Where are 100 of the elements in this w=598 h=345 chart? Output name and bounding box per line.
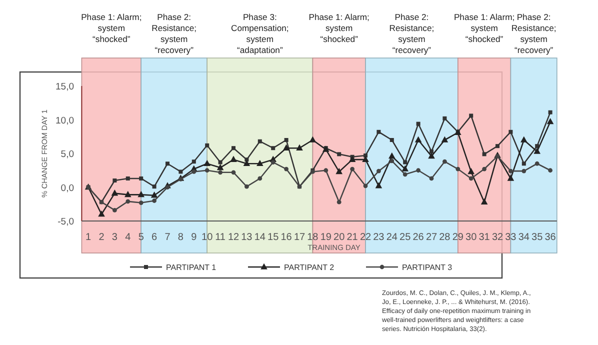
point bbox=[402, 172, 408, 177]
x-tick-label: 30 bbox=[466, 232, 478, 243]
y-tick-label: -5,0 bbox=[58, 216, 74, 228]
legend-label: PARTIPANT 2 bbox=[284, 263, 335, 272]
point bbox=[362, 156, 369, 162]
point bbox=[390, 138, 394, 142]
band-label: Phase 3: Compensation; system “adaptation” bbox=[230, 12, 289, 55]
point bbox=[244, 184, 249, 189]
point bbox=[416, 122, 420, 126]
point bbox=[388, 152, 396, 159]
point bbox=[139, 176, 144, 180]
point bbox=[150, 192, 158, 198]
point bbox=[138, 190, 144, 198]
point bbox=[205, 143, 210, 148]
point bbox=[350, 166, 354, 172]
x-tick-label: 14 bbox=[254, 232, 266, 243]
point bbox=[363, 184, 368, 188]
point bbox=[296, 144, 303, 150]
point bbox=[546, 118, 554, 124]
point bbox=[192, 170, 196, 174]
x-tick-label: 27 bbox=[426, 232, 438, 243]
point bbox=[204, 160, 210, 166]
point bbox=[441, 136, 448, 142]
x-tick-label: 10 bbox=[202, 232, 214, 243]
point bbox=[258, 139, 262, 144]
y-tick-label: 0,0 bbox=[60, 182, 74, 194]
point bbox=[416, 168, 420, 173]
x-tick-label: 1 bbox=[86, 232, 92, 243]
point bbox=[282, 144, 290, 150]
point bbox=[348, 156, 356, 162]
y-tick-label: 15,0 bbox=[56, 82, 74, 92]
x-tick-label: 29 bbox=[452, 232, 464, 243]
x-tick-label: 2 bbox=[98, 232, 105, 243]
point bbox=[534, 148, 540, 154]
point bbox=[126, 176, 130, 180]
x-tick-label: 7 bbox=[164, 232, 171, 243]
x-tick-label: 22 bbox=[360, 232, 372, 243]
point bbox=[534, 161, 540, 166]
band-label: Phase 1: Alarm; system “shocked” bbox=[308, 12, 370, 44]
point bbox=[468, 176, 474, 181]
point bbox=[178, 170, 183, 174]
point bbox=[402, 165, 408, 172]
x-tick-label: 21 bbox=[346, 232, 358, 243]
x-tick-label: 28 bbox=[439, 232, 451, 243]
point bbox=[271, 146, 276, 150]
point bbox=[204, 168, 210, 173]
point bbox=[336, 168, 342, 174]
point bbox=[192, 160, 196, 164]
x-tick-label: 33 bbox=[505, 232, 517, 243]
point bbox=[429, 176, 434, 181]
x-tick-label: 15 bbox=[268, 232, 280, 243]
point bbox=[522, 168, 526, 174]
point bbox=[495, 154, 500, 158]
x-tick-label: 8 bbox=[178, 232, 184, 243]
band-label: Phase 1: Alarm; system “shocked” bbox=[81, 12, 142, 44]
x-tick-label: 13 bbox=[241, 232, 253, 243]
point bbox=[496, 144, 500, 148]
x-tick-label: 24 bbox=[386, 232, 398, 243]
point bbox=[508, 168, 513, 174]
x-tick-label: 26 bbox=[412, 232, 424, 243]
x-tick-label: 18 bbox=[307, 232, 319, 243]
point bbox=[480, 198, 488, 204]
x-tick-label: 23 bbox=[373, 232, 385, 243]
point bbox=[230, 156, 237, 162]
point bbox=[548, 110, 552, 114]
point bbox=[124, 190, 132, 198]
x-tick-label: 12 bbox=[228, 232, 240, 243]
point bbox=[309, 136, 316, 142]
point bbox=[218, 170, 222, 175]
point bbox=[231, 170, 236, 175]
point bbox=[403, 160, 408, 164]
point bbox=[166, 162, 170, 166]
point bbox=[469, 114, 474, 118]
y-tick-label: 5,0 bbox=[60, 149, 74, 160]
point bbox=[218, 160, 222, 164]
point bbox=[324, 168, 328, 173]
point bbox=[390, 158, 394, 164]
point bbox=[428, 152, 435, 159]
point bbox=[522, 162, 526, 166]
point bbox=[414, 136, 422, 142]
point bbox=[256, 160, 264, 166]
point bbox=[232, 146, 236, 150]
point bbox=[507, 174, 514, 181]
x-tick-label: 35 bbox=[532, 232, 544, 243]
x-tick-label: 11 bbox=[215, 232, 226, 243]
point bbox=[111, 190, 118, 196]
point bbox=[376, 130, 381, 134]
x-tick-label: 6 bbox=[152, 232, 158, 243]
x-tick-label: 31 bbox=[478, 232, 490, 243]
x-tick-label: 36 bbox=[544, 232, 556, 243]
point bbox=[375, 182, 382, 188]
x-tick-label: 32 bbox=[492, 232, 504, 243]
band-label: Phase 2: Resistance; system “recovery” bbox=[389, 12, 434, 55]
point bbox=[520, 136, 528, 142]
point bbox=[165, 185, 170, 190]
point bbox=[284, 166, 288, 172]
legend-label: PARTIPANT 1 bbox=[166, 263, 217, 272]
point bbox=[336, 200, 342, 204]
x-tick-label: 5 bbox=[138, 232, 144, 243]
point bbox=[535, 144, 540, 148]
